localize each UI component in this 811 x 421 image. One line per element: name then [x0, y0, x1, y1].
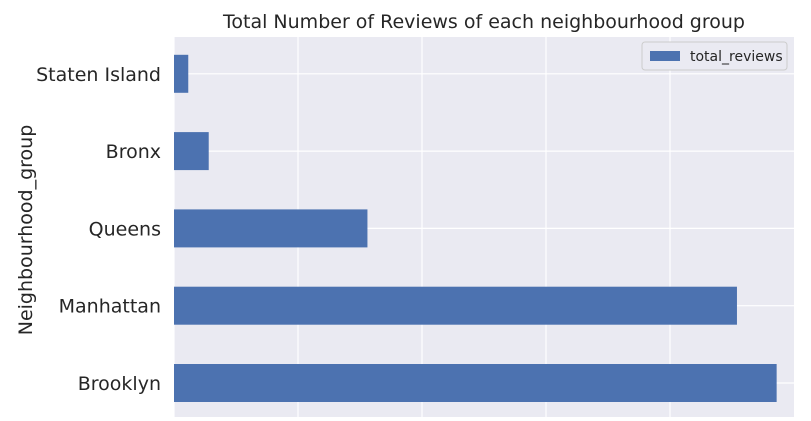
y-axis-label: Neighbourhood_group [15, 125, 37, 336]
legend: total_reviews [641, 41, 788, 71]
bar-queens [174, 209, 368, 248]
category-label-layer: Brooklyn Manhattan Queens Bronx Staten Islan… [36, 64, 161, 395]
legend-swatch [650, 51, 680, 61]
category-tick-label: Bronx [106, 141, 161, 163]
legend-box [641, 41, 788, 71]
category-tick-label: Brooklyn [78, 373, 161, 395]
legend-label: total_reviews [690, 49, 783, 65]
category-tick-label: Manhattan [59, 296, 161, 318]
bar-staten-island [174, 54, 189, 93]
category-tick-label: Queens [89, 218, 161, 240]
bar-layer [174, 54, 777, 402]
bar-manhattan [174, 286, 737, 325]
category-tick-label: Staten Island [36, 64, 161, 86]
chart-title: Total Number of Reviews of each neighbou… [222, 11, 745, 33]
bar-brooklyn [174, 364, 777, 402]
bar-bronx [174, 132, 209, 171]
